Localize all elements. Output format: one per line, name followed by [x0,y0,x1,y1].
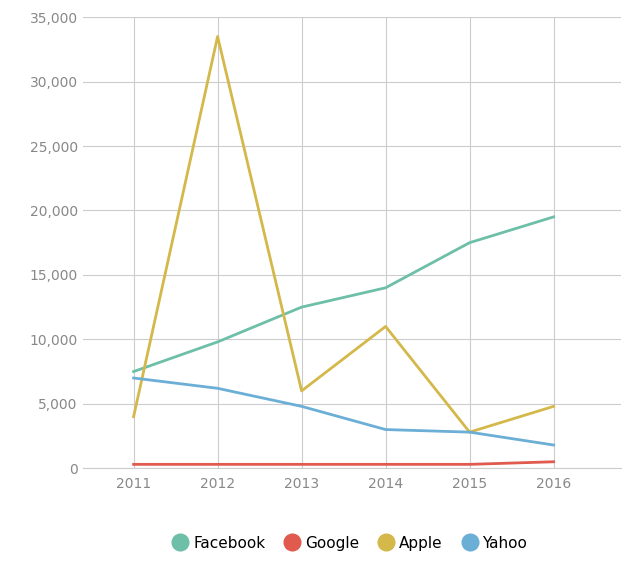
Facebook [298,304,305,311]
Yahoo [130,375,138,381]
Apple [466,429,474,436]
Apple [382,323,390,330]
Line: Facebook: Facebook [134,217,554,372]
Google [298,461,305,468]
Apple [130,413,138,420]
Yahoo [550,441,557,448]
Legend: Facebook, Google, Apple, Yahoo: Facebook, Google, Apple, Yahoo [170,530,534,557]
Yahoo [466,429,474,436]
Google [382,461,390,468]
Google [466,461,474,468]
Facebook [130,368,138,375]
Yahoo [214,385,221,392]
Apple [214,33,221,40]
Line: Google: Google [134,462,554,464]
Apple [298,388,305,395]
Yahoo [298,403,305,410]
Line: Yahoo: Yahoo [134,378,554,445]
Facebook [550,214,557,220]
Google [550,459,557,465]
Yahoo [382,426,390,433]
Facebook [466,239,474,246]
Google [130,461,138,468]
Google [214,461,221,468]
Apple [550,403,557,410]
Facebook [382,284,390,291]
Line: Apple: Apple [134,37,554,432]
Facebook [214,339,221,345]
